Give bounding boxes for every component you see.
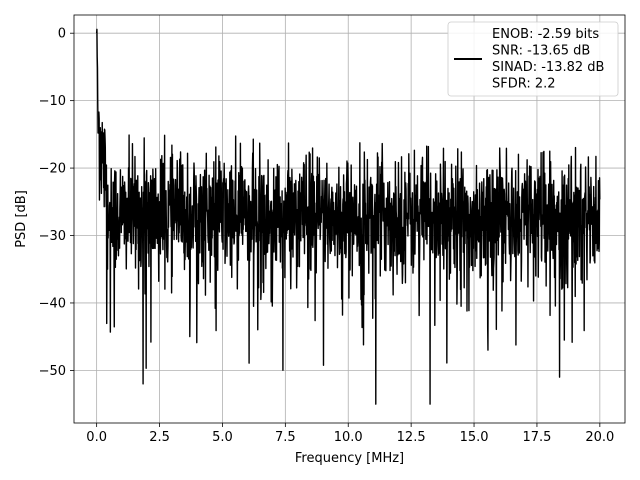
legend-entry: ENOB: -2.59 bits SNR: -13.65 dB SINAD: -13… bbox=[492, 27, 604, 92]
y-tick-label: 0 bbox=[58, 27, 66, 42]
legend-line: ENOB: -2.59 bits bbox=[492, 27, 599, 42]
x-axis-label: Frequency [MHz] bbox=[295, 451, 404, 466]
legend-line: SINAD: -13.82 dB bbox=[492, 60, 604, 75]
x-tick-label: 20.0 bbox=[585, 430, 614, 445]
x-tick-label: 12.5 bbox=[397, 430, 426, 445]
y-tick-label: −30 bbox=[39, 229, 66, 244]
x-tick-label: 17.5 bbox=[522, 430, 551, 445]
y-tick-label: −10 bbox=[39, 94, 66, 109]
x-tick-label: 10.0 bbox=[334, 430, 363, 445]
x-tick-label: 7.5 bbox=[275, 430, 296, 445]
x-tick-label: 5.0 bbox=[212, 430, 233, 445]
x-axis-ticks: 0.0 2.5 5.0 7.5 10.0 12.5 15.0 17.5 20.0 bbox=[86, 423, 614, 445]
y-axis-ticks: 0 −10 −20 −30 −40 −50 bbox=[39, 27, 74, 379]
legend-line: SNR: -13.65 dB bbox=[492, 44, 590, 59]
psd-line bbox=[95, 28, 601, 405]
legend-line: SFDR: 2.2 bbox=[492, 77, 556, 92]
y-axis-label: PSD [dB] bbox=[14, 190, 29, 248]
plot-frame bbox=[73, 14, 626, 424]
legend: ENOB: -2.59 bits SNR: -13.65 dB SINAD: -13… bbox=[447, 21, 619, 97]
x-tick-label: 15.0 bbox=[460, 430, 489, 445]
y-tick-label: −50 bbox=[39, 364, 66, 379]
x-tick-label: 2.5 bbox=[149, 430, 170, 445]
y-tick-label: −20 bbox=[39, 162, 66, 177]
legend-box bbox=[447, 21, 619, 97]
y-tick-label: −40 bbox=[39, 296, 66, 311]
x-tick-label: 0.0 bbox=[86, 430, 107, 445]
psd-series bbox=[95, 28, 601, 405]
